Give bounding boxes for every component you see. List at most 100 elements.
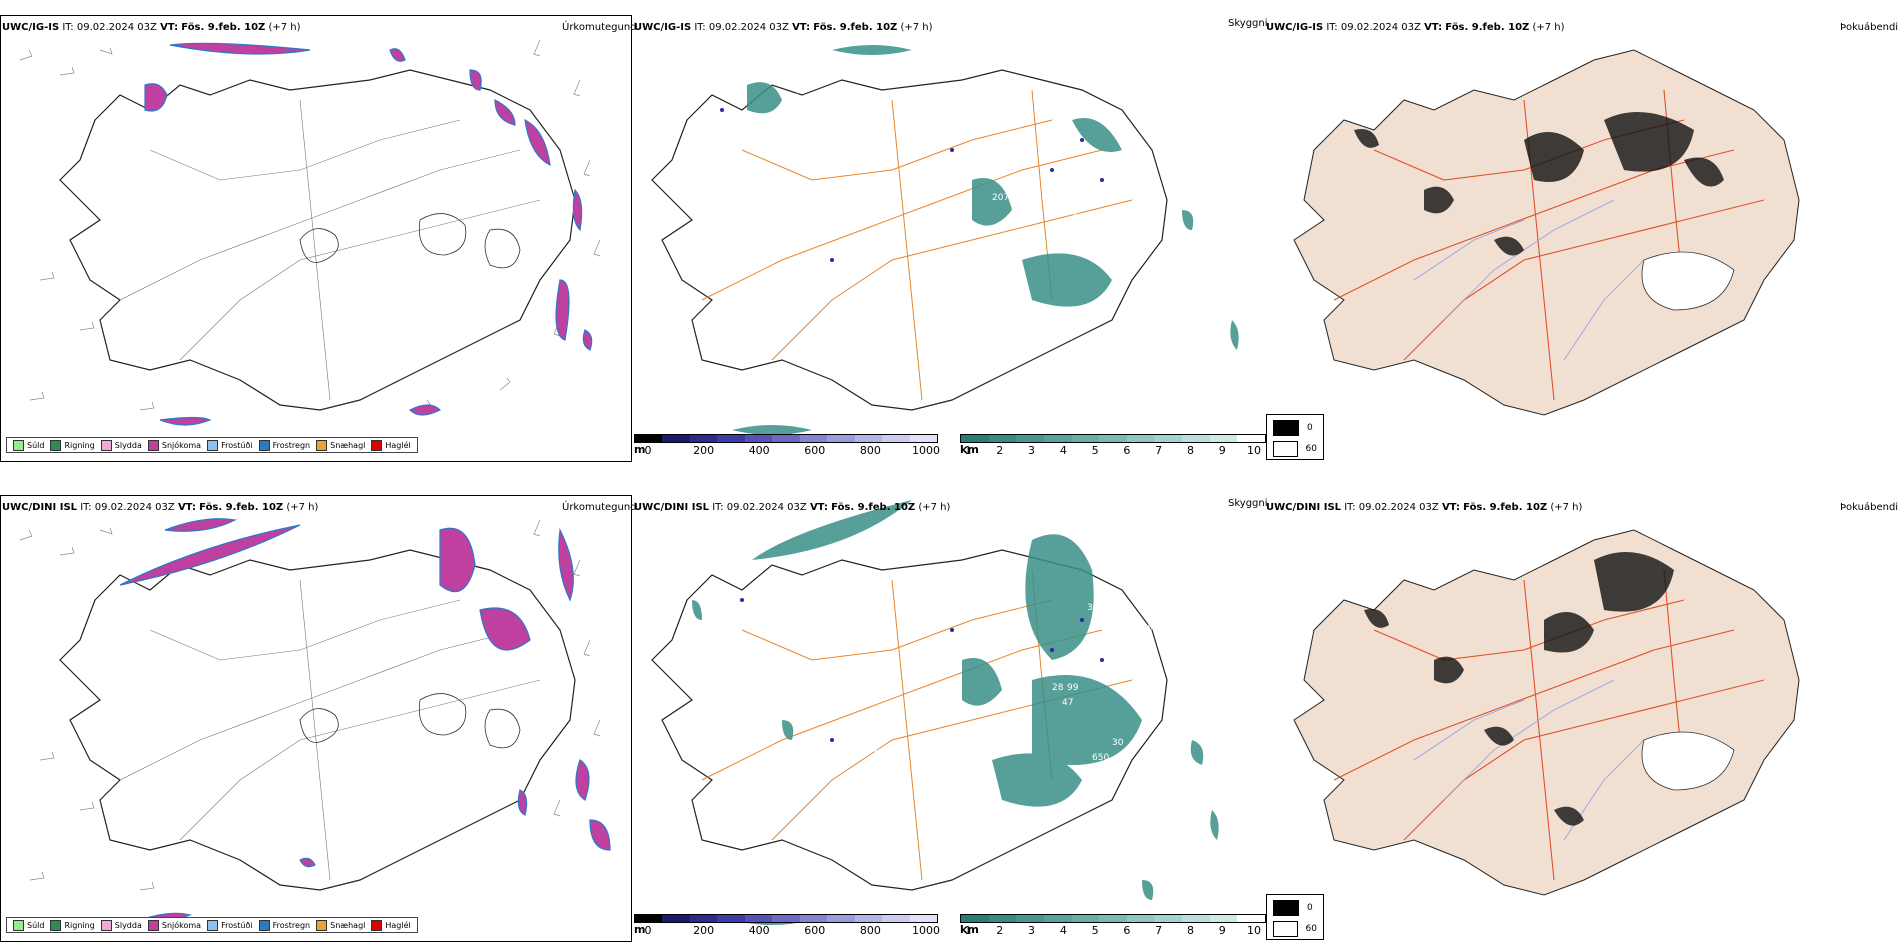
vis-value-label: 20	[932, 383, 944, 393]
colorbar-ticks: 0 200 400 600 800 1000	[634, 443, 941, 457]
colorbar-cell	[689, 915, 718, 922]
roads	[701, 89, 1133, 401]
legend-label: Slydda	[114, 920, 142, 930]
fog-legend-row: 0	[1273, 900, 1317, 916]
roads	[1333, 569, 1765, 881]
it-value: 09.02.2024 03Z	[94, 502, 175, 513]
colorbar-cell	[1182, 435, 1210, 442]
precip-legend-item: Haglél	[371, 919, 411, 931]
colorbar-cell	[1209, 915, 1238, 922]
lead-time: (+7 h)	[1550, 502, 1583, 513]
precip-legend-item: Rigning	[50, 919, 95, 931]
colorbar-tick: 4	[1059, 444, 1067, 457]
colorbar-cell	[772, 915, 800, 922]
ceiling-colorbar: m 0 200 400 600 800 1000	[634, 434, 941, 457]
legend-swatch	[147, 919, 159, 931]
legend-swatch	[1273, 420, 1299, 436]
legend-swatch	[316, 919, 328, 931]
precip-legend-item: Snjókoma	[147, 439, 201, 451]
legend-swatch	[1273, 441, 1298, 457]
colorbar-cell	[799, 435, 828, 442]
colorbar-cell	[1154, 435, 1183, 442]
model-name: UWC/IG-IS	[2, 22, 60, 33]
fog-title: UWC/DINI ISL IT: 09.02.2024 03Z VT: Fös.…	[1266, 502, 1582, 513]
colorbar-tick: 1	[964, 924, 972, 937]
precip-legend-item: Súld	[13, 919, 44, 931]
legend-swatch	[1273, 921, 1298, 937]
colorbar-tick: 5	[1091, 924, 1099, 937]
colorbar-unit: m	[634, 923, 646, 936]
colorbar-cell	[988, 435, 1017, 442]
colorbar-cell	[1126, 435, 1155, 442]
roads	[701, 569, 1133, 881]
precip-panel-frame	[0, 15, 632, 462]
it-value: 09.02.2024 03Z	[1340, 22, 1421, 33]
colorbar-cell	[827, 915, 855, 922]
precip-legend-item: Snjókoma	[147, 919, 202, 931]
wind-barbs	[19, 519, 601, 891]
lead-time: (+7 h)	[286, 502, 319, 513]
precip-legend-item: Rigning	[50, 439, 95, 451]
colorbar-cell	[635, 915, 663, 922]
colorbar-tick: 8	[1186, 924, 1194, 937]
legend-label: 0	[1307, 903, 1313, 913]
fog-legend: 0 60	[1266, 414, 1324, 460]
colorbar-tick: 400	[748, 444, 770, 457]
vis-value-label: 396	[872, 748, 889, 758]
legend-label: Rigning	[64, 440, 95, 450]
roads	[1333, 89, 1765, 401]
model-name: UWC/IG-IS	[1266, 22, 1324, 33]
glacier-white	[1641, 731, 1735, 791]
vis-value-label: 30	[1062, 333, 1074, 343]
colorbar-cell	[1099, 915, 1127, 922]
lead-time: (+7 h)	[1532, 22, 1565, 33]
fog-dark-areas	[1364, 552, 1674, 826]
it-label: IT:	[1344, 502, 1356, 513]
colorbar-tick: 9	[1218, 924, 1226, 937]
visibility-map: 180 207 28 30 20	[651, 45, 1239, 435]
glaciers	[299, 693, 521, 749]
iceland-land	[1293, 49, 1800, 416]
legend-label: Snjókoma	[161, 920, 202, 930]
glaciers	[299, 213, 521, 269]
colorbar-tick: 2	[996, 924, 1004, 937]
colorbar-cell	[1237, 915, 1266, 922]
it-label: IT:	[62, 22, 74, 33]
vis-value-label: 375	[1087, 603, 1104, 613]
vt-value: Fös. 9.feb. 10Z	[831, 502, 916, 513]
fog-legend-row: 60	[1273, 441, 1317, 457]
visibility-colorbar: km 1 2 3 4 5 6 7 8 9 10	[960, 434, 1266, 457]
precip-legend: Súld Rigning Slydda Snjókoma Frostúði Frostre…	[6, 437, 418, 453]
legend-label: Frostúði	[221, 920, 253, 930]
legend-swatch	[50, 439, 62, 451]
vis-value-label: 28	[1072, 213, 1084, 223]
colorbar-tick: 10	[1247, 924, 1261, 937]
iceland-outline	[651, 549, 1168, 891]
fog-legend-row: 0	[1273, 420, 1317, 436]
legend-swatch	[1273, 900, 1299, 916]
colorbar-cell	[961, 915, 989, 922]
colorbar-tick: 400	[748, 924, 770, 937]
legend-label: Frostregn	[272, 920, 311, 930]
colorbar-tick: 7	[1155, 444, 1163, 457]
vis-value-label: 28	[1052, 683, 1064, 693]
colorbar-unit: km	[960, 443, 979, 456]
vt-value: Fös. 9.feb. 10Z	[199, 502, 284, 513]
colorbar-tick: 6	[1123, 924, 1131, 937]
colorbar-cell	[1043, 915, 1072, 922]
vt-label: VT:	[1424, 22, 1443, 33]
colorbar-cells	[960, 914, 1266, 923]
colorbar-cell	[909, 435, 937, 442]
colorbar-cell	[827, 435, 855, 442]
colorbar-tick: 3	[1028, 444, 1036, 457]
fog-cloud-areas	[692, 500, 1219, 925]
legend-label: Haglél	[385, 440, 411, 450]
roads	[119, 579, 541, 881]
row-1: UWC/IG-IS IT: 09.02.2024 03Z VT: Fös. 9.…	[0, 0, 1900, 470]
legend-swatch	[258, 439, 270, 451]
colorbar-ticks: 1 2 3 4 5 6 7 8 9 10	[960, 443, 1266, 457]
snow-areas	[144, 42, 593, 426]
colorbar-tick: 0	[644, 924, 652, 937]
iceland-outline	[59, 69, 576, 411]
it-value: 09.02.2024 03Z	[1358, 502, 1439, 513]
